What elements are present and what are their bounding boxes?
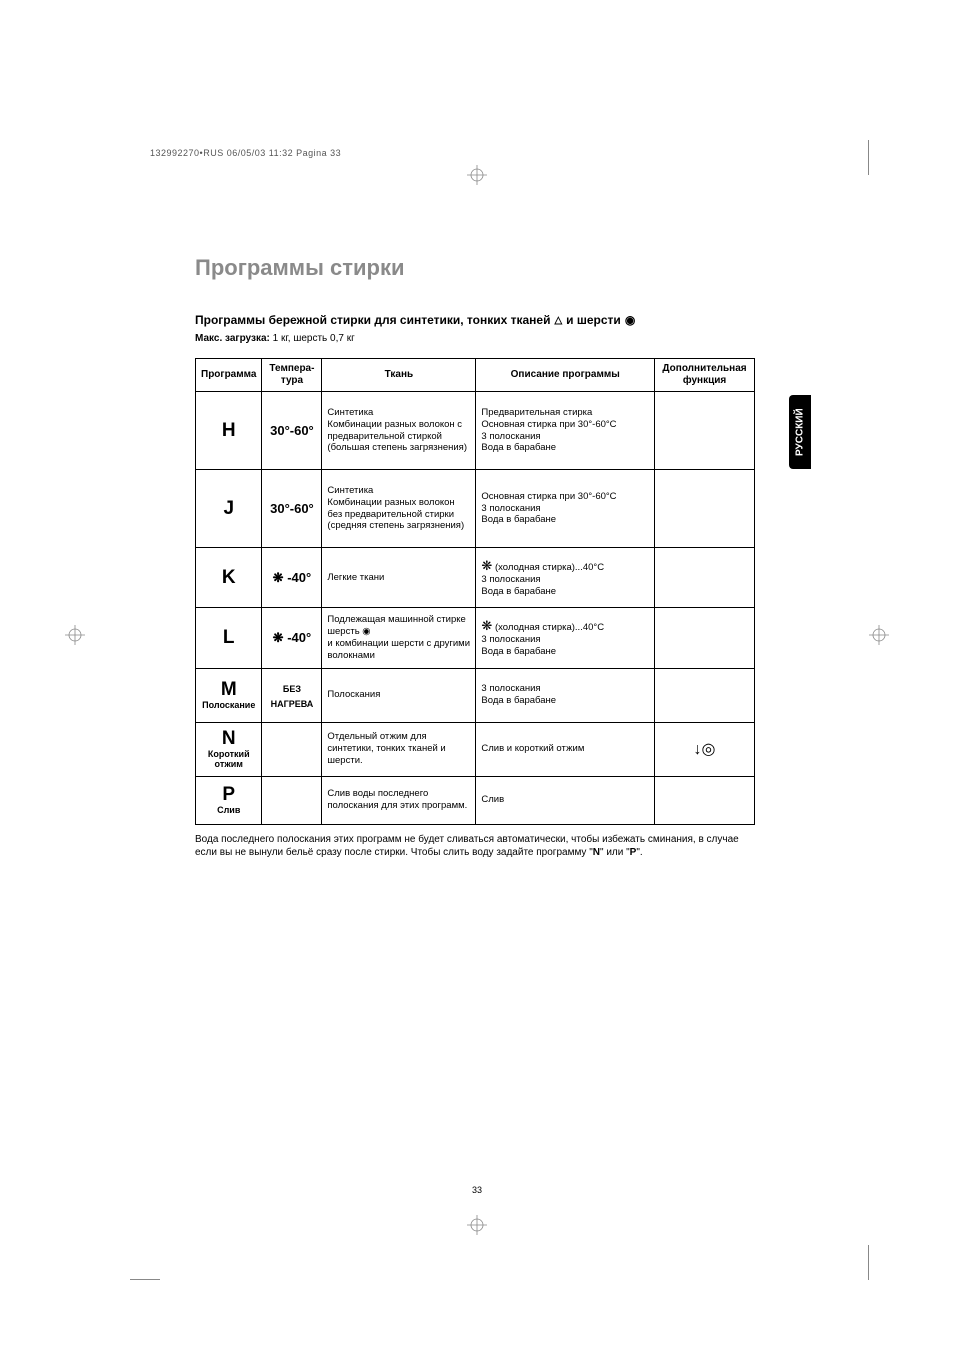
extra-cell: [655, 776, 755, 824]
program-letter: L: [198, 628, 259, 647]
fabric-cell: Слив воды последнего полоскания для этих…: [322, 776, 476, 824]
program-letter: H: [198, 421, 259, 440]
page-content: Программы стирки Программы бережной стир…: [195, 255, 755, 860]
snowflake-icon: ❋: [481, 558, 492, 573]
temp-cell: БЕЗНАГРЕВА: [262, 668, 322, 722]
program-subtitle: Полоскание: [198, 701, 259, 711]
desc-cell: Предварительная стиркаОсновная стирка пр…: [476, 392, 655, 470]
language-tab: РУССКИЙ: [789, 395, 811, 469]
program-cell: P Слив: [196, 776, 262, 824]
corner-mark-br: [868, 1245, 869, 1280]
temp-cell: 30°-60°: [262, 470, 322, 548]
corner-mark-bl: [130, 1260, 160, 1280]
program-cell: K: [196, 548, 262, 608]
spin-icon: ↓◎: [694, 741, 716, 758]
snowflake-icon: ❋: [481, 618, 492, 633]
desc-cell: Слив: [476, 776, 655, 824]
page-title: Программы стирки: [195, 255, 755, 281]
print-header: 132992270•RUS 06/05/03 11:32 Pagina 33: [150, 148, 341, 158]
extra-cell: [655, 470, 755, 548]
temp-value: 30°-60°: [270, 501, 314, 516]
th-program: Программа: [196, 359, 262, 392]
footer-note: Вода последнего полоскания этих программ…: [195, 833, 755, 860]
crop-mark-left: [65, 625, 85, 650]
table-row: PСливСлив воды последнего полоскания для…: [196, 776, 755, 824]
temp-cell: ❋ -40°: [262, 608, 322, 669]
program-subtitle: Слив: [198, 806, 259, 816]
table-row: L❋ -40°Подлежащая машинной стирке шерсть…: [196, 608, 755, 669]
temp-cell: ❋ -40°: [262, 548, 322, 608]
desc-cell: Слив и короткий отжим: [476, 722, 655, 776]
snowflake-icon: ❋: [273, 570, 288, 585]
temp-value: -40°: [287, 630, 311, 645]
program-cell: J: [196, 470, 262, 548]
subtitle-text-2: и шерсти: [566, 313, 621, 327]
program-table: Программа Темпера- тура Ткань Описание п…: [195, 358, 755, 825]
temp-value: 30°-60°: [270, 423, 314, 438]
fabric-cell: Легкие ткани: [322, 548, 476, 608]
crop-mark-right: [869, 625, 889, 650]
program-letter: K: [198, 568, 259, 587]
program-letter: J: [198, 499, 259, 518]
extra-cell: ↓◎: [655, 722, 755, 776]
extra-cell: [655, 548, 755, 608]
temp-value: -40°: [287, 570, 311, 585]
fabric-cell: Отдельный отжим для синтетики, тонких тк…: [322, 722, 476, 776]
fabric-cell: СинтетикаКомбинации разных волокон без п…: [322, 470, 476, 548]
program-subtitle: Короткий отжим: [198, 750, 259, 770]
desc-cell: Основная стирка при 30°-60°C3 полоскания…: [476, 470, 655, 548]
program-cell: H: [196, 392, 262, 470]
th-temp: Темпера- тура: [262, 359, 322, 392]
fabric-cell: СинтетикаКомбинации разных волокон с пре…: [322, 392, 476, 470]
crop-mark-bottom: [467, 1215, 487, 1240]
corner-mark-tr: [868, 140, 869, 175]
extra-cell: [655, 668, 755, 722]
desc-cell: ❋ (холодная стирка)...40°C3 полосканияВо…: [476, 608, 655, 669]
program-cell: M Полоскание: [196, 668, 262, 722]
program-cell: N Короткий отжим: [196, 722, 262, 776]
temp-cell: [262, 776, 322, 824]
subtitle-text-1: Программы бережной стирки для синтетики,…: [195, 313, 550, 327]
subtitle: Программы бережной стирки для синтетики,…: [195, 313, 755, 327]
program-letter: N: [198, 729, 259, 748]
temp-cell: [262, 722, 322, 776]
table-row: N Короткий отжим Отдельный отжим для синте…: [196, 722, 755, 776]
max-load-value: 1 кг, шерсть 0,7 кг: [270, 333, 355, 344]
crop-mark-top: [467, 165, 487, 190]
snowflake-icon: ❋: [273, 630, 288, 645]
program-cell: L: [196, 608, 262, 669]
triangle-icon: △: [554, 315, 562, 326]
fabric-cell: Полоскания: [322, 668, 476, 722]
extra-cell: [655, 608, 755, 669]
desc-cell: 3 полосканияВода в барабане: [476, 668, 655, 722]
wool-icon: ◉: [625, 313, 635, 327]
fabric-cell: Подлежащая машинной стирке шерсть ◉и ком…: [322, 608, 476, 669]
temp-text: БЕЗНАГРЕВА: [271, 684, 314, 709]
program-letter: P: [198, 785, 259, 804]
desc-cell: ❋ (холодная стирка)...40°C3 полосканияВо…: [476, 548, 655, 608]
table-header-row: Программа Темпера- тура Ткань Описание п…: [196, 359, 755, 392]
table-row: J 30°-60° СинтетикаКомбинации разных волок…: [196, 470, 755, 548]
table-row: H 30°-60° СинтетикаКомбинации разных волок…: [196, 392, 755, 470]
extra-cell: [655, 392, 755, 470]
table-row: K❋ -40°Легкие ткани❋ (холодная стирка)..…: [196, 548, 755, 608]
temp-cell: 30°-60°: [262, 392, 322, 470]
page-number: 33: [472, 1185, 482, 1195]
th-fabric: Ткань: [322, 359, 476, 392]
th-desc: Описание программы: [476, 359, 655, 392]
max-load: Макс. загрузка: 1 кг, шерсть 0,7 кг: [195, 333, 755, 344]
table-row: M Полоскание БЕЗНАГРЕВА Полоскания3 полоска…: [196, 668, 755, 722]
program-letter: M: [198, 680, 259, 699]
max-load-label: Макс. загрузка:: [195, 333, 270, 344]
th-extra: Дополнительная функция: [655, 359, 755, 392]
